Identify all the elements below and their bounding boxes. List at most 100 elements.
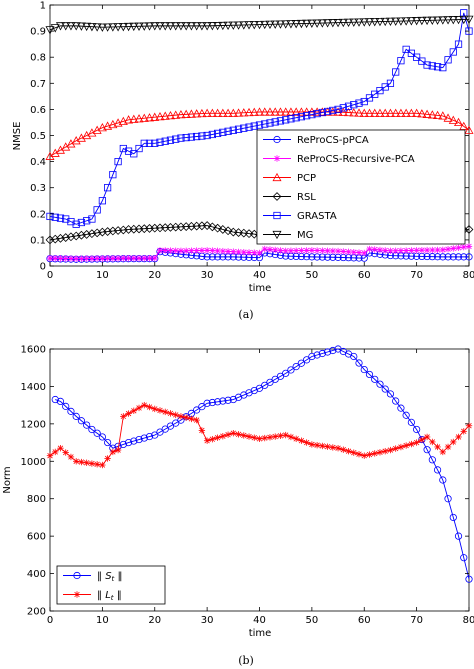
star-marker-stroke (445, 444, 451, 450)
panel-a-series-rsl-point (92, 228, 102, 238)
panel-b-series-s-t-norm-point (255, 384, 264, 392)
panel-b-series-l-t-norm-point (340, 446, 347, 453)
panel-b-legend-marker (73, 571, 81, 580)
star-marker-stroke (372, 450, 378, 457)
panel-a-series-mg-point (150, 22, 160, 31)
star-marker-stroke (178, 413, 184, 420)
panel-b-series-s-t-norm-point (355, 359, 363, 367)
panel-a-series-reprocs-recursive-pca-point (272, 246, 279, 254)
panel-a-series-grasta-point (402, 45, 410, 53)
panel-a-series-rsl-point (45, 235, 55, 245)
panel-a-legend-label: RSL (297, 192, 316, 203)
panel-b-series-l-t-norm-point (78, 458, 85, 466)
panel-b-series-s-t-norm-point (407, 418, 415, 426)
panel-a-series-grasta-point (240, 124, 248, 132)
star-marker-stroke (351, 449, 357, 456)
panel-b-series-s-t-norm-point (193, 406, 201, 414)
panel-b-series-l-t-norm-point (324, 443, 331, 450)
panel-a-series-pcp-point (281, 107, 291, 116)
panel-a-series-mg-point (207, 22, 217, 31)
panel-a-series-grasta-point (187, 133, 196, 141)
star-marker-stroke (47, 452, 53, 459)
panel-b-series-l-t-norm-point (151, 405, 158, 413)
star-marker-stroke (335, 445, 341, 451)
panel-a-series-grasta-point (130, 150, 138, 158)
panel-a-legend-label: PCP (297, 173, 316, 184)
star-marker-stroke (178, 248, 184, 254)
star-marker-stroke (303, 247, 310, 254)
panel-a-series-pcp-point (296, 107, 306, 116)
panel-a-y-tick-label: 0.5 (30, 131, 46, 142)
panel-b-series-s-t-norm-point (381, 385, 389, 393)
panel-a-series-grasta-point (114, 157, 122, 166)
panel-a-series-grasta (46, 9, 473, 228)
panel-b-series-l-t-norm-point (83, 459, 90, 466)
star-marker-stroke (241, 432, 247, 439)
panel-b-series-s-t-norm-point (208, 398, 216, 407)
panel-a-series-pcp-point (344, 107, 354, 117)
legend-norm-open: ‖ (97, 571, 105, 582)
panel-a-series-grasta-point (339, 104, 347, 112)
panel-a-legend-entry: MG (263, 230, 313, 241)
star-marker-stroke (220, 433, 226, 439)
star-marker-stroke (392, 445, 399, 452)
panel-a-series-reprocs-recursive-pca-point (397, 247, 405, 254)
panel-a-series-pcp-point (349, 108, 359, 117)
panel-a-series-pcp-point (385, 108, 395, 117)
star-marker-stroke (110, 255, 116, 262)
panel-a-series-grasta-point (287, 115, 295, 123)
star-marker-stroke (94, 461, 100, 467)
star-marker-stroke (345, 448, 352, 454)
star-marker-stroke (387, 248, 394, 254)
panel-a-series-reprocs-recursive-pca-point (444, 245, 452, 253)
panel-a-series-rsl-point (464, 225, 474, 234)
panel-a-series-pcp-point (165, 110, 175, 120)
panel-b-series-l-t-norm-point (282, 431, 289, 439)
panel-a-series-pcp-point (260, 107, 270, 116)
panel-b-x-tick-label: 30 (201, 615, 214, 626)
panel-a-series-mg-point (296, 19, 306, 29)
panel-a-series-grasta-point (449, 48, 457, 56)
panel-a-series-reprocs-recursive-pca-point (156, 247, 164, 254)
panel-b-series-l-t-norm-point (256, 435, 263, 443)
panel-a-series-mg-point (464, 15, 474, 25)
panel-b-y-tick-label: 800 (27, 494, 46, 505)
panel-b-series-s-t-norm-point (292, 362, 300, 371)
panel-a-legend-label: ReProCS-Recursive-PCA (297, 154, 415, 165)
panel-a-series-grasta-point (88, 215, 96, 223)
star-marker-stroke (246, 433, 252, 440)
star-marker-stroke (298, 247, 305, 254)
panel-a-series-grasta-point (104, 184, 112, 192)
panel-b-series-l-t-norm-point (298, 437, 305, 444)
star-marker-stroke (319, 443, 326, 449)
panel-a-legend-entry: ReProCS-Recursive-PCA (263, 154, 415, 165)
panel-a-legend-entry: PCP (263, 172, 316, 184)
panel-b-series-s-t-norm-point (51, 395, 59, 404)
star-marker-stroke (298, 438, 305, 444)
panel-b-series-s-t-norm-point (140, 434, 148, 442)
panel-a-series-pcp-point (422, 109, 432, 118)
panel-a-series-grasta-point (355, 99, 363, 107)
panel-a-series-mg-point (422, 16, 432, 26)
panel-a-series-grasta-point (407, 49, 415, 57)
star-marker-stroke (324, 248, 331, 254)
panel-a-series-grasta-point (72, 220, 80, 228)
panel-b-series-l-t-norm-point (198, 427, 206, 434)
panel-b-series-s-t-norm-point (261, 381, 269, 389)
panel-a-series-group (45, 9, 474, 263)
panel-a-series-mg-point (349, 18, 359, 27)
panel-a-series-pcp-point (448, 115, 458, 124)
panel-a-legend-box (256, 129, 466, 245)
panel-b-series-l-t-norm-point (303, 439, 310, 446)
star-marker-stroke (309, 247, 315, 254)
star-marker-stroke (272, 247, 278, 253)
panel-b-series-l-t-norm-point (88, 460, 96, 467)
panel-a-series-pcp-point (239, 108, 249, 117)
panel-b-series-l-t-norm-point (434, 443, 441, 451)
panel-b-y-tick-label: 1400 (21, 382, 46, 393)
panel-a-series-mg-point (275, 20, 285, 29)
panel-a-series-rsl-point (56, 233, 65, 243)
star-marker-stroke (413, 439, 420, 446)
panel-b-series-s-t-norm-point (323, 348, 332, 356)
panel-a-y-tick-label: 0.9 (30, 27, 46, 38)
